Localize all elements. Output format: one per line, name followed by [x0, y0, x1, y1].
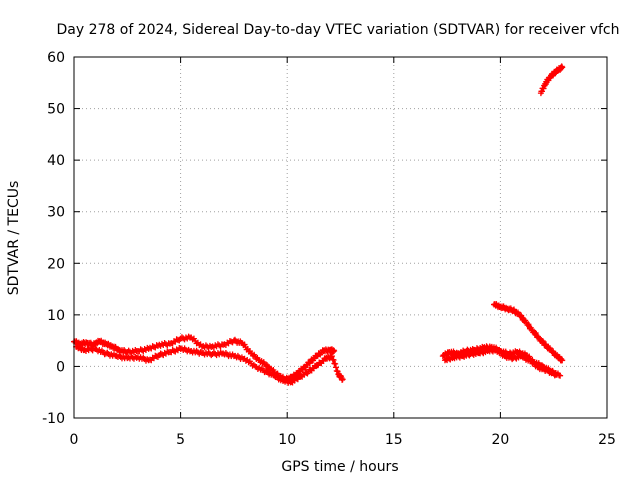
- ticks: [73, 56, 608, 419]
- data-point: [328, 353, 335, 360]
- data-point: [332, 360, 339, 367]
- tick-labels: 0 5 10 15 20 25 -10 0 10 20 30 40 50 60: [42, 50, 616, 448]
- data-point: [217, 349, 224, 356]
- series-track-high: [537, 63, 566, 97]
- data-point: [249, 362, 256, 369]
- data-point: [245, 359, 252, 366]
- plot-frame: [73, 56, 608, 419]
- y-axis-label: SDTVAR / TECUs: [6, 181, 22, 296]
- series-track-0-13h-lower: [73, 343, 346, 386]
- data-point: [132, 346, 139, 353]
- data-point: [559, 64, 566, 71]
- data-point: [334, 368, 341, 375]
- x-tick-label: 0: [70, 432, 79, 448]
- y-tick-label: 60: [47, 50, 65, 66]
- plot-marks: [71, 63, 566, 386]
- x-tick-label: 20: [491, 432, 509, 448]
- series-track-17-23h-low-b: [441, 346, 559, 379]
- y-tick-label: -10: [42, 411, 65, 427]
- data-point: [197, 349, 204, 356]
- y-tick-label: 40: [47, 153, 65, 169]
- data-point: [113, 353, 120, 360]
- data-point: [330, 357, 337, 364]
- x-tick-label: 10: [278, 432, 296, 448]
- y-tick-label: 0: [56, 359, 65, 375]
- series-track-descending: [491, 301, 566, 364]
- data-point: [559, 357, 566, 364]
- x-axis-label: GPS time / hours: [281, 459, 398, 475]
- y-tick-label: 10: [47, 308, 65, 324]
- data-point: [339, 376, 346, 383]
- chart-title: Day 278 of 2024, Sidereal Day-to-day VTE…: [56, 22, 619, 38]
- y-tick-label: 50: [47, 102, 65, 118]
- data-point: [257, 366, 264, 373]
- data-point: [331, 347, 338, 354]
- data-point: [265, 363, 272, 370]
- data-point: [552, 371, 559, 378]
- x-tick-label: 15: [385, 432, 403, 448]
- data-point: [557, 372, 564, 379]
- data-point: [551, 372, 558, 379]
- y-tick-label: 30: [47, 205, 65, 221]
- x-tick-label: 25: [598, 432, 616, 448]
- data-point: [332, 364, 339, 371]
- y-tick-label: 20: [47, 256, 65, 272]
- data-point: [185, 333, 192, 340]
- x-tick-label: 5: [176, 432, 185, 448]
